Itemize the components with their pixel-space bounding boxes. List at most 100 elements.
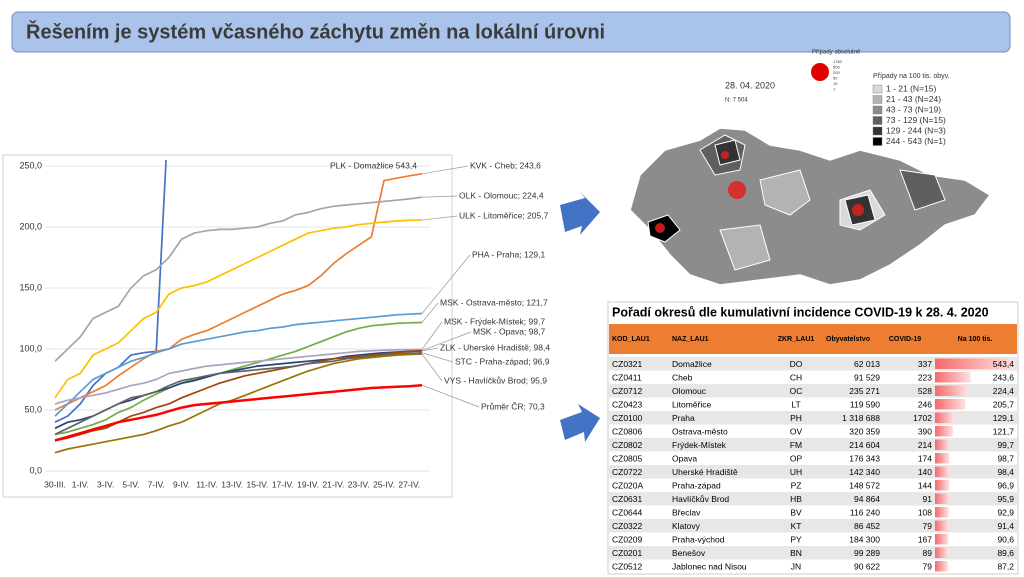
table-cell: 94 864 (854, 494, 880, 504)
row-band (609, 546, 1017, 560)
x-tick-label: 7-IV. (148, 479, 165, 489)
leader-line (421, 384, 480, 408)
series-label: ULK - Litoměřice; 205,7 (459, 210, 549, 220)
series-line (54, 383, 423, 442)
table-cell: Jablonec nad Nisou (672, 561, 747, 571)
table-cell: 320 359 (849, 426, 880, 436)
incidence-bar (935, 507, 949, 518)
row-band (609, 492, 1017, 506)
incidence-bar (935, 426, 953, 437)
series-label: OLK - Olomouc; 224,4 (459, 190, 544, 200)
row-band (609, 384, 1017, 398)
table-cell: 92,9 (997, 507, 1014, 517)
table-cell: 235 271 (849, 386, 880, 396)
series-label: MSK - Frýdek-Místek; 99,7 (444, 316, 545, 326)
table-cell: Litoměřice (672, 399, 711, 409)
table-cell: 140 (918, 467, 932, 477)
incidence-bar (935, 439, 950, 450)
table-cell: 148 572 (849, 480, 880, 490)
table-cell: 121,7 (993, 426, 1015, 436)
table-cell: 96,9 (997, 480, 1014, 490)
table-cell: 79 (923, 521, 933, 531)
table-cell: LT (791, 399, 800, 409)
table-cell: OV (790, 426, 803, 436)
leader-line (421, 352, 454, 363)
legend-swatch (872, 105, 883, 115)
table-cell: 184 300 (849, 534, 880, 544)
x-tick-label: 21-IV. (322, 479, 344, 489)
table-cell: 223 (918, 372, 932, 382)
x-tick-label: 5-IV. (122, 479, 139, 489)
table-cell: Domažlice (672, 359, 712, 369)
legend-label: 244 - 543 (N=1) (886, 136, 946, 146)
incidence-bar (935, 412, 955, 423)
table-cell: CZ0512 (612, 561, 643, 571)
table-cell: CZ0712 (612, 386, 643, 396)
table-cell: 142 340 (849, 467, 880, 477)
bubble-legend-label: 500 (833, 65, 840, 70)
bubble (852, 204, 864, 216)
table-cell: Břeclav (672, 507, 701, 517)
legend-swatch (872, 137, 883, 146)
table-cell: 246 (918, 399, 932, 409)
leader-line (421, 331, 472, 351)
leader-line (421, 321, 443, 350)
legend-label: 21 - 43 (N=24) (886, 94, 941, 104)
x-tick-label: 1-IV. (72, 479, 89, 489)
legend-swatch (872, 95, 883, 104)
table-cell: 79 (923, 561, 933, 571)
series-label: MSK - Opava; 98,7 (473, 326, 546, 336)
series-line (54, 351, 423, 436)
table-cell: 62 013 (854, 359, 880, 369)
legend-swatch (872, 126, 883, 136)
leader-line (421, 347, 439, 352)
column-header: Obyvatelstvo (826, 336, 870, 343)
table-cell: JN (791, 561, 801, 571)
table-cell: FM (790, 440, 802, 450)
bubble-legend-label: 50 (833, 76, 838, 81)
row-band (609, 465, 1017, 479)
table-cell: CZ020A (612, 480, 644, 490)
table-cell: CZ0806 (612, 426, 643, 436)
series-label: KVK - Cheb; 243,6 (470, 160, 541, 170)
table-cell: 167 (918, 534, 932, 544)
x-tick-label: 30-III. (44, 479, 66, 489)
incidence-bar (935, 453, 950, 464)
table-cell: Uherské Hradiště (672, 467, 738, 477)
table-cell: UH (790, 467, 802, 477)
map (629, 63, 992, 286)
series-label: STC - Praha-západ; 96,9 (455, 356, 550, 366)
district (899, 169, 946, 211)
table-cell: 91,4 (997, 521, 1014, 531)
x-tick-label: 17-IV. (272, 479, 294, 489)
table-cell: CZ0209 (612, 534, 643, 544)
series-line (54, 321, 423, 436)
bubble (728, 181, 746, 199)
series-line (54, 353, 423, 454)
x-tick-label: 13-IV. (221, 479, 243, 489)
table-cell: 243,6 (993, 372, 1015, 382)
table-cell: 99,7 (997, 440, 1014, 450)
incidence-bar (935, 493, 950, 504)
table-cell: 337 (918, 359, 932, 369)
table-cell: CZ0100 (612, 413, 643, 423)
table-cell: CZ0322 (612, 521, 643, 531)
table-cell: Praha (672, 413, 695, 423)
table-cell: 205,7 (993, 399, 1015, 409)
y-tick-label: 100,0 (19, 343, 42, 353)
table-cell: 108 (918, 507, 932, 517)
bubble-legend (811, 63, 829, 81)
table-cell: 129,1 (993, 413, 1015, 423)
table-cell: 89,6 (997, 548, 1014, 558)
bubble-legend-label: 200 (833, 70, 840, 75)
table-cell: BV (790, 507, 802, 517)
country-shape (629, 127, 992, 286)
bubble-legend-label: 10 (833, 81, 838, 86)
x-tick-label: 27-IV. (398, 479, 420, 489)
bubble-legend-label: 1 (833, 87, 836, 92)
incidence-bar (935, 480, 950, 491)
table-cell: CZ0631 (612, 494, 643, 504)
row-band (609, 357, 1017, 371)
table-cell: 224,4 (993, 386, 1015, 396)
